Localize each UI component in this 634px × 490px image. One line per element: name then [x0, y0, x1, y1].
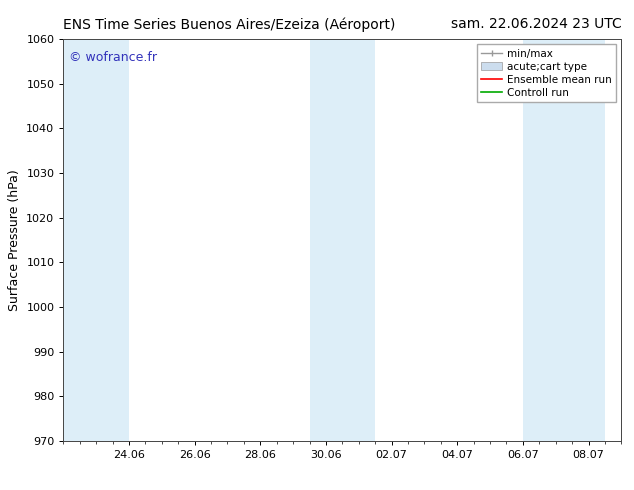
Bar: [63, 39, 129, 441]
Text: ENS Time Series Buenos Aires/Ezeiza (Aéroport): ENS Time Series Buenos Aires/Ezeiza (Aér…: [63, 17, 396, 32]
Text: © wofrance.fr: © wofrance.fr: [69, 51, 157, 64]
Text: sam. 22.06.2024 23 UTC: sam. 22.06.2024 23 UTC: [451, 17, 621, 31]
Y-axis label: Surface Pressure (hPa): Surface Pressure (hPa): [8, 169, 21, 311]
Bar: [309, 39, 375, 441]
Bar: [523, 39, 605, 441]
Legend: min/max, acute;cart type, Ensemble mean run, Controll run: min/max, acute;cart type, Ensemble mean …: [477, 45, 616, 102]
